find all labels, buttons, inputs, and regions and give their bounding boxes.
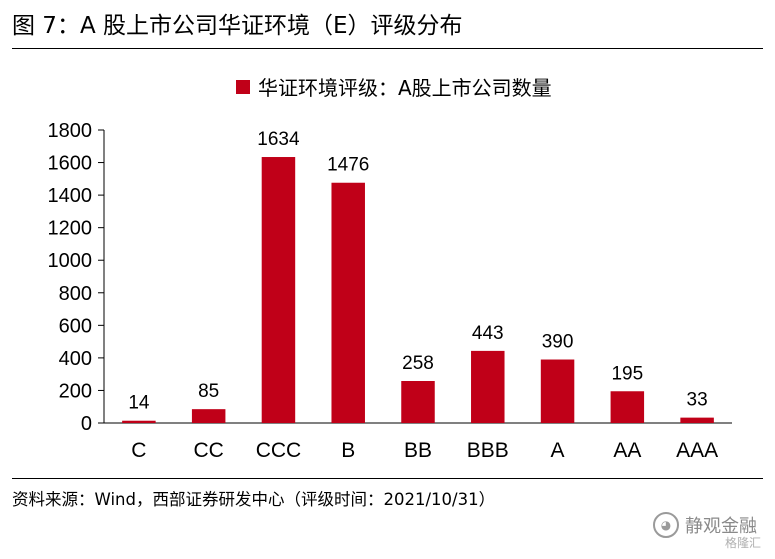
x-tick-label: CCC — [256, 439, 302, 462]
wechat-icon: ◕ — [653, 512, 679, 538]
figure-title: 图 7：A 股上市公司华证环境（E）评级分布 — [12, 13, 463, 39]
bar — [261, 157, 296, 423]
bar — [610, 391, 645, 423]
x-tick-label: C — [131, 439, 146, 462]
x-tick-label: AAA — [676, 439, 718, 462]
data-label: 85 — [198, 381, 219, 402]
watermark: ◕ 静观金融 — [653, 512, 757, 538]
x-tick-label: AA — [613, 439, 641, 462]
y-tick-label: 800 — [59, 283, 92, 305]
data-label: 1634 — [257, 129, 300, 150]
x-tick-label: A — [551, 439, 565, 462]
bar — [471, 350, 505, 423]
y-tick-label: 1600 — [48, 153, 93, 175]
bar-chart: 0 200 400 600 800 1000 1200 1400 1600 1800 14 C 85 CC… — [48, 120, 732, 462]
bar — [680, 417, 714, 423]
bar — [122, 420, 156, 423]
bar — [540, 359, 575, 423]
y-tick-label: 200 — [59, 380, 92, 402]
data-label: 14 — [128, 393, 150, 414]
source-note: 资料来源：Wind，西部证券研发中心（评级时间：2021/10/31） — [12, 490, 496, 509]
y-tick-label: 0 — [81, 413, 92, 435]
legend-label: 华证环境评级：A股上市公司数量 — [258, 76, 552, 100]
x-tick-label: BB — [404, 439, 432, 462]
data-label: 258 — [402, 353, 434, 374]
chart-legend: 华证环境评级：A股上市公司数量 — [236, 72, 552, 101]
legend-swatch — [236, 79, 250, 94]
x-tick-label: CC — [193, 439, 223, 462]
y-tick-label: 1000 — [48, 250, 93, 272]
data-label: 195 — [611, 363, 643, 384]
top-rule — [12, 48, 763, 49]
data-label: 33 — [687, 390, 708, 411]
data-label: 1476 — [327, 155, 369, 176]
bar — [331, 182, 365, 423]
y-tick-label: 1800 — [48, 120, 93, 142]
bar — [191, 409, 226, 423]
y-tick-label: 1200 — [48, 218, 93, 240]
bar — [401, 381, 435, 423]
watermark-sub: 格隆汇 — [724, 536, 761, 550]
y-tick-label: 600 — [59, 315, 92, 337]
y-tick-label: 400 — [59, 348, 92, 370]
data-label: 443 — [472, 323, 504, 344]
watermark-label: 静观金融 — [685, 516, 757, 537]
data-label: 390 — [542, 332, 574, 353]
x-tick-label: BBB — [467, 439, 509, 462]
y-tick-label: 1400 — [48, 185, 93, 207]
bottom-rule — [12, 478, 763, 479]
x-tick-label: B — [341, 439, 355, 462]
